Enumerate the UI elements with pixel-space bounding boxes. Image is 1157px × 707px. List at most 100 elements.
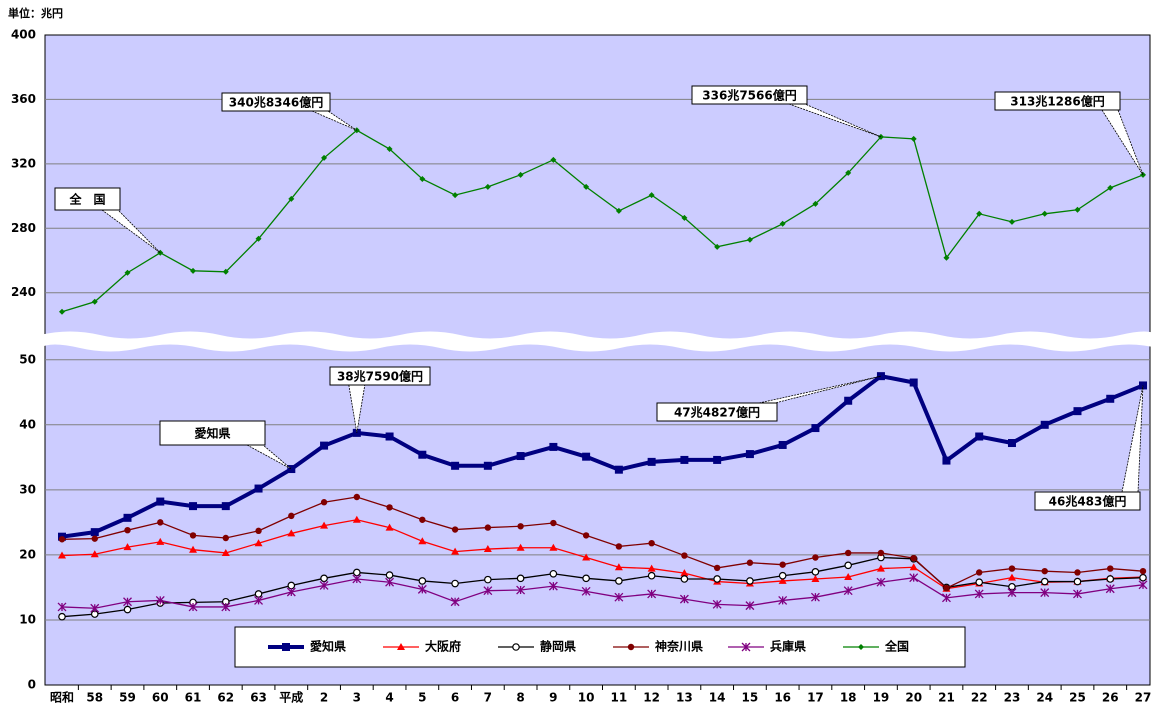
marker [1074,569,1081,576]
marker [450,597,460,607]
marker [57,602,67,612]
x-tick-label: 59 [119,691,136,705]
x-tick-label: 26 [1102,691,1119,705]
marker [516,452,525,461]
annotation: 340兆8346億円 [229,95,323,110]
annotation-leader [101,209,161,254]
x-tick-label: 6 [451,691,459,705]
marker [321,154,328,161]
x-tick-label: 60 [152,691,169,705]
marker [679,594,689,604]
annotation-leader [348,384,366,433]
x-tick-label: 17 [807,691,824,705]
marker [812,554,819,561]
x-tick-label: 5 [418,691,426,705]
x-tick-label: 19 [873,691,890,705]
marker [320,499,328,506]
marker [942,456,951,465]
marker [647,571,656,580]
x-tick-label: 14 [709,691,726,705]
marker [397,643,405,650]
marker [1040,588,1050,598]
annotation-box [1034,491,1141,511]
marker [1040,420,1049,429]
y-tick-label: 0 [28,678,36,692]
marker [1138,580,1148,590]
marker [680,455,689,464]
marker [615,543,623,550]
marker [778,595,788,605]
marker [1007,588,1017,598]
marker [254,595,264,605]
annotation-box [691,85,808,105]
x-tick-label: 63 [250,691,267,705]
marker [943,584,950,592]
marker [1139,567,1147,575]
x-tick-label: 25 [1069,691,1086,705]
marker [1105,584,1115,594]
annotation-leader [788,103,882,138]
marker [221,548,230,556]
series-line [61,519,1144,590]
x-tick-label: 7 [484,691,492,705]
x-tick-label: 3 [353,691,361,705]
marker [90,603,100,613]
marker [189,502,198,511]
marker [287,529,296,537]
marker [975,432,984,441]
series-line [61,556,1144,618]
x-tick-label: 23 [1004,691,1021,705]
series-line [61,576,1144,609]
annotation: 38兆7590億円 [337,369,423,384]
marker [221,502,230,511]
x-tick-label: 58 [86,691,103,705]
y-tick-label: 30 [19,482,36,496]
marker [550,519,557,527]
marker [582,574,590,583]
marker [582,532,590,539]
marker [385,577,395,587]
marker [909,378,918,387]
marker [941,593,951,603]
marker [975,578,984,587]
marker [909,573,919,583]
marker [614,592,624,602]
y-tick-label: 10 [19,612,36,626]
axis-break [40,331,1157,352]
marker [254,484,263,493]
marker [648,192,655,199]
marker [418,450,427,459]
marker [1008,218,1015,225]
marker [255,235,262,242]
annotation-leader [1101,109,1144,176]
marker [976,210,983,217]
marker [745,601,755,611]
annotation-leader [311,110,358,131]
marker [549,569,558,578]
marker [352,574,362,584]
marker [844,573,853,581]
marker [123,543,132,551]
marker [614,563,623,571]
x-tick-label: 16 [774,691,791,705]
marker [512,643,520,651]
annotation-box [54,187,121,211]
marker [386,146,393,153]
x-tick-label: 15 [742,691,759,705]
marker [877,549,885,557]
marker [844,396,853,405]
marker [123,605,132,614]
marker [451,461,460,470]
marker [157,519,164,526]
marker [319,581,329,590]
y-tick-label: 40 [19,417,36,431]
marker [746,559,754,566]
annotation-leader [758,375,882,404]
marker [90,528,99,537]
marker [647,564,656,572]
marker [517,171,524,178]
marker [484,183,491,190]
marker [124,526,131,534]
series-line [61,129,1144,313]
marker [417,584,427,594]
